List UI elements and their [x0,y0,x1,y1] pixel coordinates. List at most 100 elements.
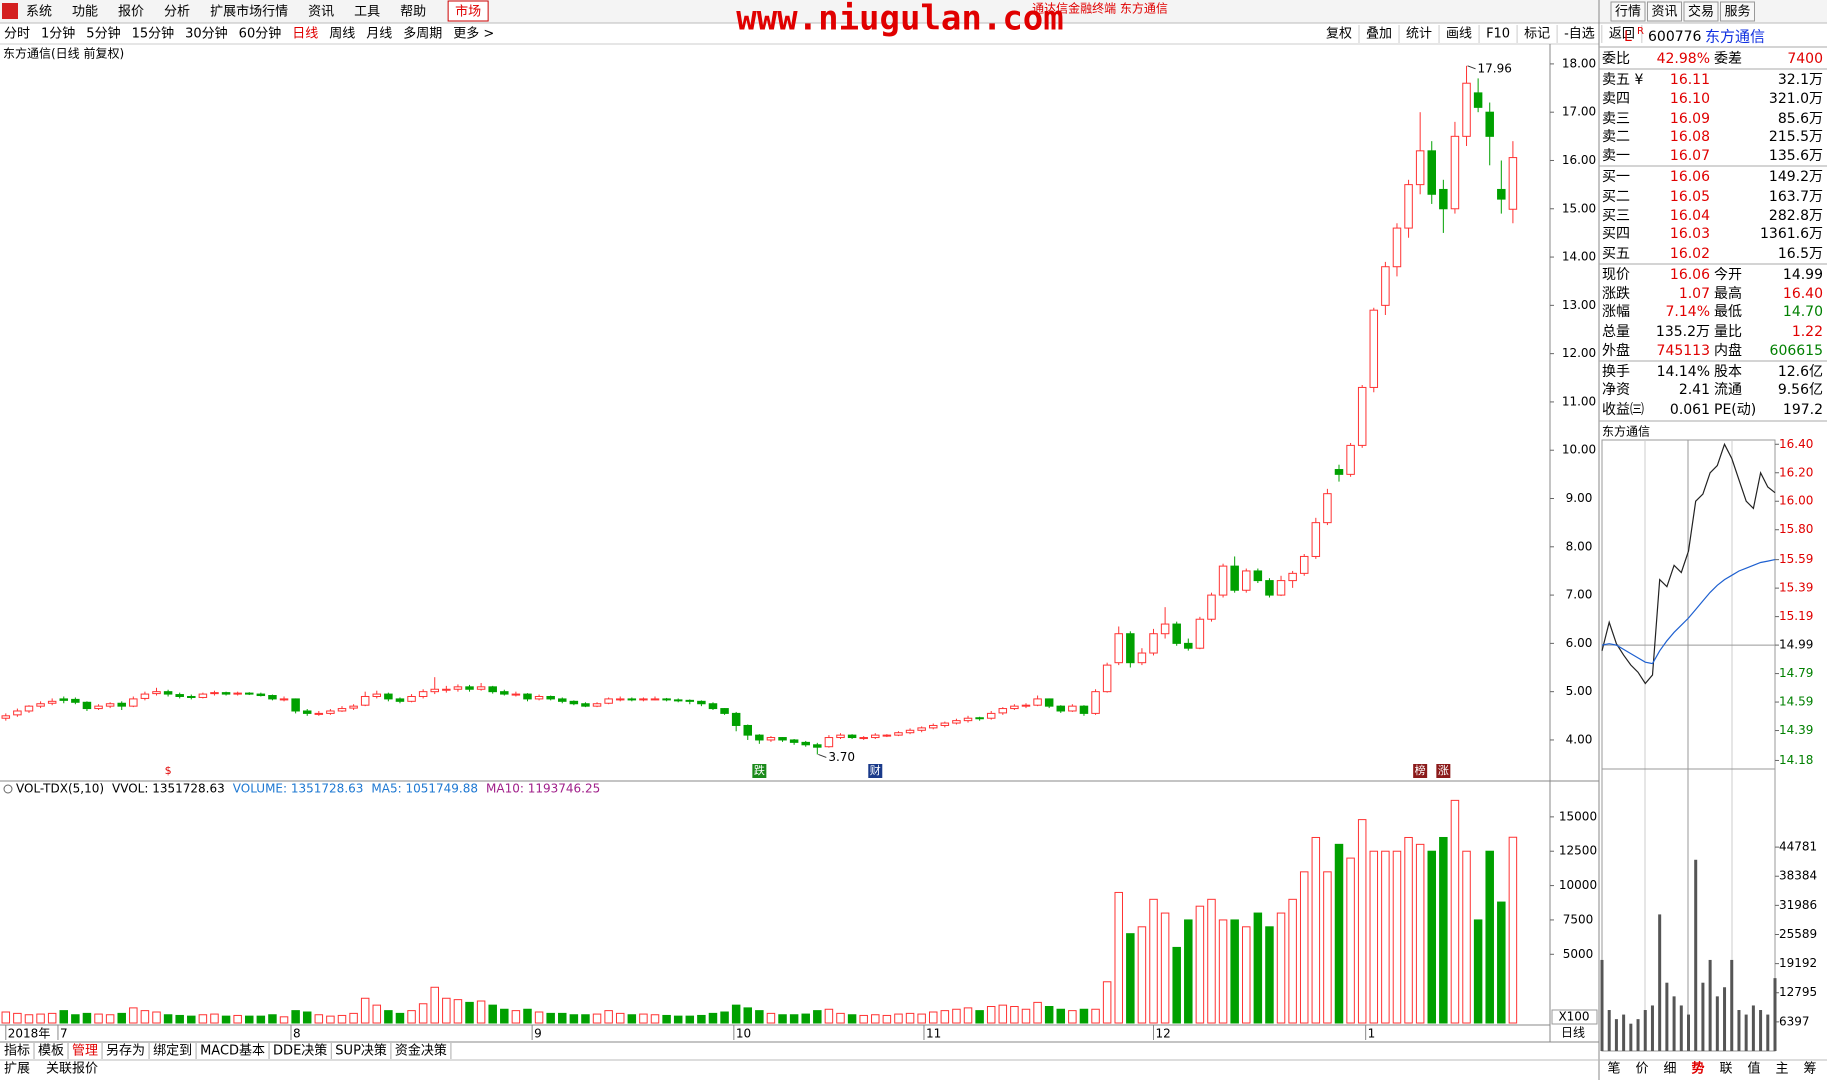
tool-button[interactable]: -自选 [1564,27,1595,42]
event-label[interactable]: $ [165,764,172,777]
volume-bar [1737,1010,1741,1051]
indicator-icon[interactable] [3,784,13,794]
indicator-tab[interactable]: 绑定到 [153,1044,192,1059]
period-tab[interactable]: 30分钟 [185,26,228,42]
menu-item[interactable]: 帮助 [400,5,426,20]
tool-button[interactable]: 叠加 [1366,27,1392,42]
tool-button[interactable]: F10 [1486,27,1510,42]
candle-body [314,712,324,715]
menu-item[interactable]: 分析 [164,5,190,20]
indicator-value: MA10: 1193746.25 [486,782,600,796]
event-marker[interactable] [1436,764,1451,778]
quote-tab[interactable]: 细 [1663,1062,1676,1077]
volume-bar [1346,857,1355,1024]
period-tab[interactable]: 1分钟 [41,26,75,42]
menu-item[interactable]: 系统 [26,5,52,20]
volume-bar [789,1014,799,1024]
candle-body [673,699,683,702]
quote-tab[interactable]: 主 [1775,1062,1788,1077]
y-tick-label: 14.39 [1779,723,1813,737]
event-marker[interactable] [752,764,767,778]
period-tab[interactable]: 更多 > [453,26,494,42]
indicator-tab[interactable]: 资金决策 [395,1043,447,1059]
top-tab[interactable]: 服务 [1724,4,1750,20]
event-marker[interactable] [868,764,883,778]
bottom-tab[interactable]: 扩展 [4,1062,30,1077]
indicator-tab[interactable]: 指标 [4,1044,30,1059]
candle-body [708,703,718,710]
top-tab-box[interactable] [1720,1,1755,22]
stat-label: 总量 [1602,324,1630,340]
top-tab-box[interactable] [1610,1,1646,22]
menu-market-box[interactable] [447,0,489,22]
period-tab[interactable]: 分时 [4,27,30,42]
volume-bar [1276,912,1286,1024]
quote-tab[interactable]: 价 [1635,1062,1648,1077]
indicator-tab[interactable]: 模板 [38,1044,64,1059]
y-tick-label: 14.79 [1779,666,1813,680]
quote-tab[interactable]: 联 [1719,1062,1732,1077]
tool-button[interactable]: 统计 [1406,27,1432,42]
event-marker[interactable] [1413,764,1428,778]
quote-tab[interactable]: 筹 [1803,1061,1816,1077]
tool-button[interactable]: 返回 [1609,27,1635,42]
period-tab[interactable]: 多周期 [403,26,442,42]
indicator-tab[interactable]: MACD基本 [200,1044,265,1059]
volume-bar [442,997,451,1024]
candle-body [105,703,115,707]
indicator-tab[interactable]: 管理 [72,1044,98,1059]
menu-item[interactable]: 资讯 [308,5,334,20]
top-tab[interactable]: 行情 [1615,5,1641,20]
quote-separators [1599,46,1827,422]
volume-bar [152,1011,161,1024]
bottom-tab[interactable]: 关联报价 [46,1062,98,1077]
period-tab[interactable]: 周线 [329,27,355,42]
candle-body [1253,570,1263,582]
event-label[interactable]: 榜 [1415,763,1426,777]
quote-tab[interactable]: 势 [1691,1061,1704,1077]
volume-bar [581,1014,590,1024]
candle-body [569,700,579,705]
top-tab[interactable]: 交易 [1688,4,1714,20]
volume-bar [1701,982,1705,1051]
period-tab[interactable]: 15分钟 [132,26,175,42]
quote-tab[interactable]: 值 [1747,1061,1760,1077]
period-tab[interactable]: 日线 [292,27,318,42]
volume-bar [639,1013,648,1024]
event-label[interactable]: 跌 [754,763,765,777]
top-tab-box[interactable] [1683,1,1719,22]
tool-button[interactable]: 画线 [1446,27,1472,42]
period-tab[interactable]: 5分钟 [86,26,120,42]
period-tab[interactable]: 60分钟 [239,26,282,42]
menu-market[interactable]: 市场 [455,4,481,20]
tool-button[interactable]: 标记 [1524,27,1550,42]
period-tab[interactable]: 月线 [366,27,392,42]
top-tab-box[interactable] [1647,1,1682,22]
y-tick-label: 15.19 [1779,609,1813,623]
event-label[interactable]: 财 [870,763,881,777]
volume-bar [198,1014,208,1024]
y-tick-label: 13.00 [1562,298,1596,312]
menu-item[interactable]: 工具 [354,5,380,20]
period-label[interactable]: 日线 [1561,1026,1585,1040]
top-tab[interactable]: 资讯 [1651,5,1677,20]
volume-bar [233,1014,242,1024]
stat-label: 换手 [1602,363,1630,380]
order-level: 买五 [1602,246,1630,262]
quote-tab[interactable]: 笔 [1607,1061,1620,1077]
indicator-tab[interactable]: 另存为 [106,1044,145,1059]
menu-item[interactable]: 报价 [118,5,144,20]
indicator-tab[interactable]: SUP决策 [335,1043,387,1059]
candle-body [998,708,1008,714]
candle-body [302,710,312,714]
event-label[interactable]: 涨 [1438,764,1449,777]
menu-item[interactable]: 扩展市场行情 [210,4,288,20]
menu-item[interactable]: 功能 [72,5,98,20]
x-tick-label: 9 [534,1027,542,1041]
volume-bar [187,1015,196,1024]
tool-button[interactable]: 复权 [1326,26,1352,42]
volume-bar [627,1014,637,1024]
indicator-tab[interactable]: DDE决策 [273,1043,327,1059]
stat-value: 606615 [1770,343,1823,359]
candle-body [349,705,358,709]
